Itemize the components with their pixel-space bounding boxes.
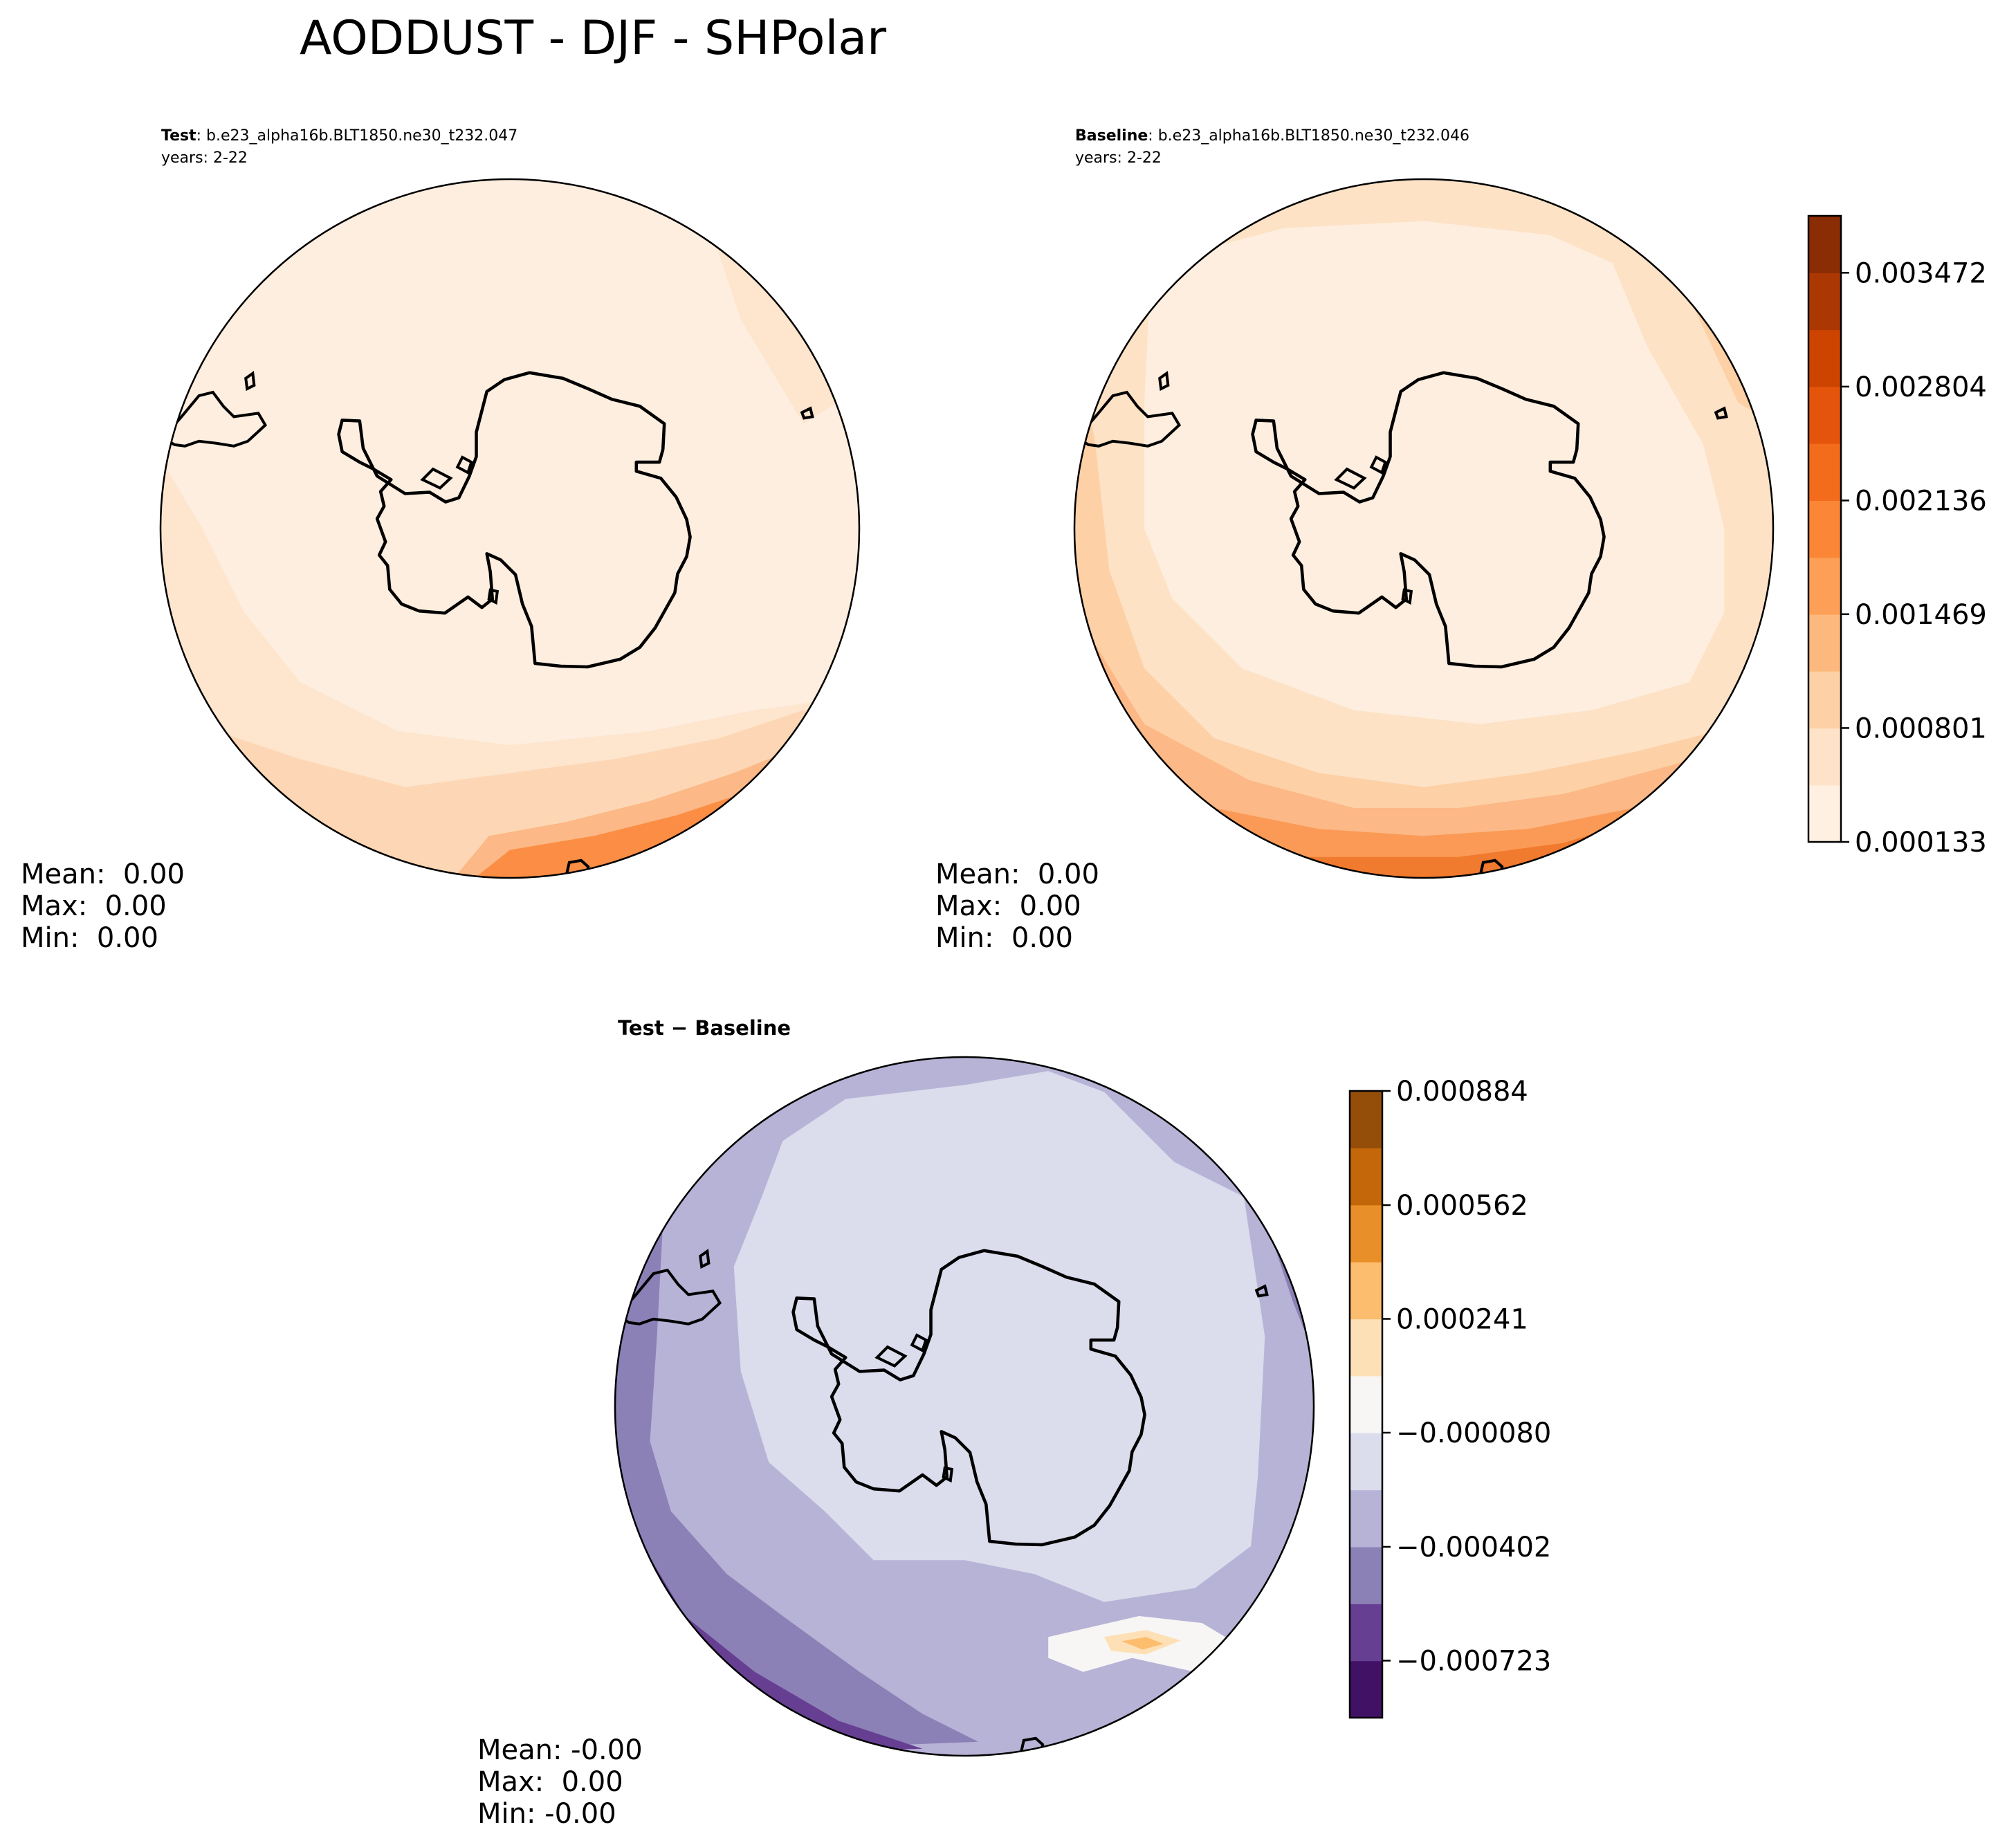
test-stat-min: Min: 0.00: [21, 922, 158, 954]
baseline-colorbar-level: [1808, 614, 1841, 672]
difference-field-max: [1121, 1637, 1164, 1650]
baseline-colorbar-tick-label: 0.003472: [1855, 257, 1987, 289]
baseline-colorbar-tick-label: 0.001469: [1855, 599, 1987, 631]
baseline-colorbar-level: [1808, 784, 1841, 843]
difference-colorbar-level: [1350, 1546, 1382, 1604]
baseline-colorbar-level: [1808, 443, 1841, 501]
baseline-colorbar-level: [1808, 728, 1841, 786]
difference-stat-mean: Mean: -0.00: [477, 1734, 643, 1766]
test-panel: Test: b.e23_alpha16b.BLT1850.ne30_t232.0…: [21, 127, 861, 954]
baseline-panel-years: years: 2-22: [1075, 149, 1162, 167]
test-map-boundary: [159, 178, 861, 879]
difference-colorbar-frame: [1348, 1090, 1384, 1719]
difference-colorbar-tick-label: 0.000562: [1396, 1190, 1528, 1222]
baseline-map: [1073, 178, 1775, 879]
difference-colorbar-level: [1350, 1604, 1382, 1662]
test-panel-years: years: 2-22: [161, 149, 248, 167]
baseline-map-boundary: [1073, 178, 1775, 879]
baseline-colorbar-tick-label: 0.002804: [1855, 371, 1987, 403]
difference-colorbar-tick-label: 0.000241: [1396, 1304, 1528, 1336]
difference-field-band: [615, 1204, 979, 1756]
difference-colorbar-level: [1350, 1489, 1382, 1548]
difference-map-boundary: [614, 1056, 1315, 1757]
baseline-colorbar-level: [1808, 557, 1841, 615]
difference-colorbar-level: [1350, 1204, 1382, 1263]
difference-colorbar-level: [1350, 1091, 1382, 1148]
baseline-colorbar-level: [1808, 500, 1841, 558]
baseline-stat-mean: Mean: 0.00: [935, 859, 1099, 890]
difference-stat-max: Max: 0.00: [477, 1766, 623, 1798]
difference-colorbar-tick-label: −0.000402: [1396, 1532, 1551, 1563]
difference-panel-title: Test − Baseline: [618, 1016, 791, 1040]
difference-colorbar-level: [1350, 1433, 1382, 1491]
difference-colorbar-level: [1350, 1319, 1382, 1377]
baseline-colorbar-level: [1808, 216, 1841, 273]
difference-colorbar-tick-label: −0.000080: [1396, 1417, 1551, 1449]
baseline-colorbar-tick-label: 0.002136: [1855, 485, 1987, 517]
test-stat-max: Max: 0.00: [21, 890, 167, 922]
baseline-panel-title: Baseline: b.e23_alpha16b.BLT1850.ne30_t2…: [1075, 127, 1469, 145]
difference-colorbar-tick-label: 0.000884: [1396, 1076, 1528, 1108]
baseline-field-max: [1682, 804, 1735, 836]
difference-colorbar-level: [1350, 1262, 1382, 1320]
baseline-colorbar-level: [1808, 386, 1841, 444]
difference-colorbar-level: [1350, 1660, 1382, 1718]
test-map: [159, 178, 861, 879]
baseline-colorbar-level: [1808, 671, 1841, 729]
difference-colorbar-tick-label: −0.000723: [1396, 1645, 1551, 1677]
baseline-colorbar: 0.000133 0.000801 0.001469 0.002136 0.002804…: [1807, 214, 1987, 859]
figure-title: AODDUST - DJF - SHPolar: [300, 11, 886, 66]
difference-field-band: [733, 1071, 1265, 1602]
test-field-max: [775, 804, 825, 840]
difference-stat-min: Min: -0.00: [477, 1798, 616, 1830]
difference-colorbar-level: [1350, 1148, 1382, 1206]
difference-panel: Test − Baseline Mean: -0.00 Max: 0.00 Mi…: [477, 1016, 1551, 1830]
difference-colorbar-level: [1350, 1375, 1382, 1433]
baseline-panel: Baseline: b.e23_alpha16b.BLT1850.ne30_t2…: [935, 127, 1987, 954]
test-panel-title: Test: b.e23_alpha16b.BLT1850.ne30_t232.0…: [161, 127, 517, 145]
baseline-stat-max: Max: 0.00: [935, 890, 1081, 922]
baseline-field-lowest: [1144, 221, 1725, 724]
baseline-colorbar-level: [1808, 273, 1841, 331]
baseline-stat-min: Min: 0.00: [935, 922, 1073, 954]
baseline-colorbar-tick-label: 0.000801: [1855, 713, 1987, 744]
baseline-colorbar-frame: [1807, 214, 1842, 843]
difference-map: [614, 1056, 1315, 1757]
baseline-colorbar-tick-label: 0.000133: [1855, 827, 1987, 859]
test-stat-mean: Mean: 0.00: [21, 859, 185, 890]
baseline-field-band: [1640, 790, 1745, 857]
baseline-colorbar-level: [1808, 329, 1841, 387]
difference-colorbar: −0.000723 −0.000402 −0.000080 0.000241 0.000…: [1348, 1076, 1551, 1719]
